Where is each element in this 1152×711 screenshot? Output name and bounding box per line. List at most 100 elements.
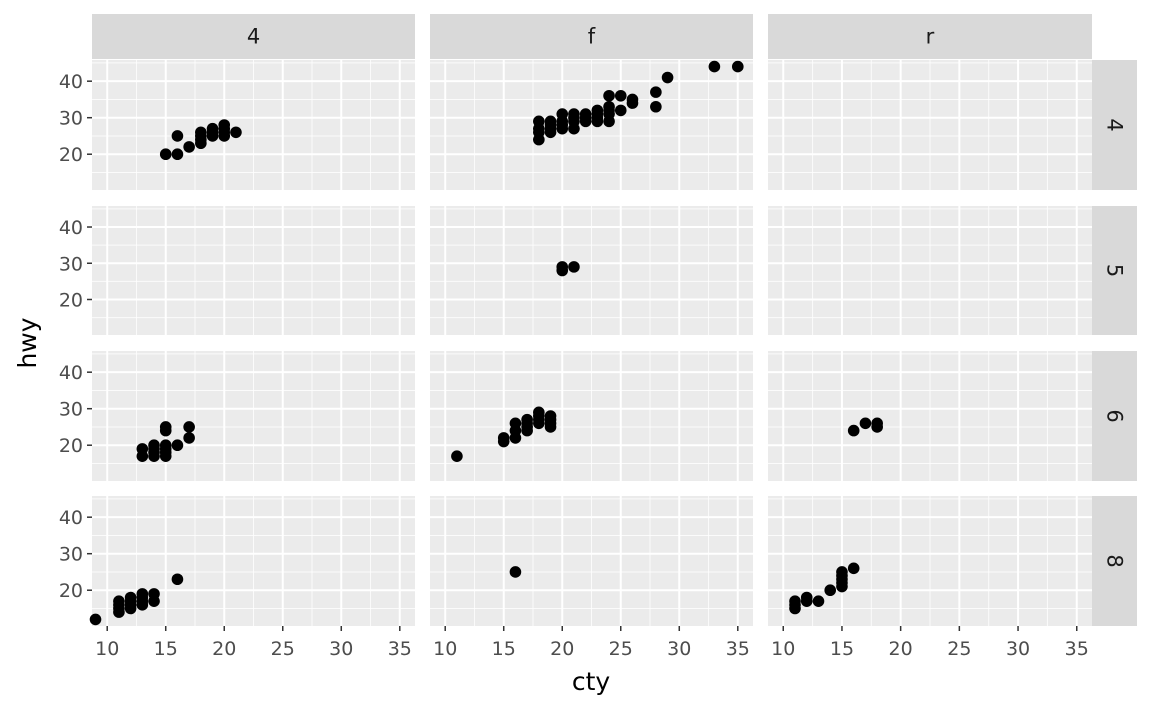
- column-strip-background: [430, 14, 753, 59]
- data-point: [626, 93, 639, 106]
- data-point: [159, 148, 172, 161]
- data-point: [556, 108, 569, 120]
- y-tick-label: 30: [59, 544, 83, 566]
- x-tick-label: 10: [771, 638, 795, 660]
- data-point: [171, 148, 184, 161]
- facet-panel-r-6: [768, 351, 1092, 481]
- data-point: [614, 104, 627, 117]
- x-tick-label: 35: [1065, 638, 1089, 660]
- data-point: [650, 86, 662, 98]
- data-point: [568, 108, 580, 120]
- data-point: [544, 115, 557, 128]
- data-point: [836, 566, 848, 578]
- data-point: [533, 406, 545, 419]
- facet-panel-r-5: [768, 206, 1092, 335]
- y-tick-label: 20: [59, 289, 83, 311]
- data-point: [206, 122, 219, 135]
- x-tick-label: 20: [550, 638, 574, 660]
- data-point: [812, 595, 825, 607]
- data-point: [556, 261, 569, 273]
- facet-panel-f-4: [430, 60, 753, 190]
- data-point: [183, 421, 195, 433]
- data-point: [89, 613, 102, 626]
- data-point: [171, 439, 184, 452]
- column-strip-background: [92, 14, 415, 59]
- data-point: [800, 591, 813, 604]
- x-tick-label: 25: [947, 638, 971, 660]
- column-strip-label: f: [588, 25, 596, 49]
- data-point: [218, 119, 231, 131]
- data-point: [124, 591, 137, 604]
- data-point: [859, 417, 872, 430]
- data-point: [533, 115, 545, 128]
- facet-panel-4-4: [92, 60, 415, 190]
- data-point: [230, 126, 242, 139]
- data-point: [136, 588, 149, 600]
- data-point: [509, 566, 522, 578]
- row-strip-label: 5: [1103, 264, 1127, 277]
- x-tick-label: 30: [667, 638, 691, 660]
- data-point: [451, 450, 463, 462]
- x-tick-label: 20: [889, 638, 913, 660]
- facet-panel-f-6: [430, 351, 753, 481]
- x-tick-label: 25: [271, 638, 295, 660]
- row-strip-background: [1092, 351, 1137, 481]
- x-tick-label: 30: [1006, 638, 1030, 660]
- x-axis-title: cty: [572, 667, 611, 696]
- x-tick-label: 15: [154, 638, 178, 660]
- row-strip-label: 6: [1103, 409, 1127, 422]
- y-tick-label: 40: [59, 217, 83, 239]
- data-point: [847, 562, 860, 575]
- data-point: [614, 89, 627, 102]
- x-tick-label: 10: [433, 638, 457, 660]
- y-tick-label: 30: [59, 399, 83, 421]
- facet-panel-4-5: [92, 206, 415, 335]
- y-tick-label: 20: [59, 580, 83, 602]
- y-tick-label: 20: [59, 435, 83, 457]
- data-point: [847, 424, 860, 437]
- row-strip-label: 8: [1103, 554, 1127, 567]
- facet-panel-f-5: [430, 206, 753, 335]
- row-strip-background: [1092, 496, 1137, 626]
- y-axis-title: hwy: [13, 317, 42, 368]
- x-tick-label: 25: [609, 638, 633, 660]
- data-point: [171, 130, 184, 142]
- data-point: [568, 261, 580, 273]
- data-point: [509, 417, 522, 430]
- y-tick-label: 40: [59, 71, 83, 93]
- data-point: [521, 413, 533, 426]
- row-strip-label: 4: [1103, 118, 1127, 131]
- data-point: [603, 89, 615, 102]
- data-point: [731, 60, 744, 73]
- y-tick-label: 30: [59, 108, 83, 130]
- data-point: [708, 60, 721, 73]
- y-tick-label: 30: [59, 253, 83, 275]
- x-tick-label: 30: [329, 638, 353, 660]
- data-point: [579, 108, 592, 120]
- data-point: [789, 595, 801, 607]
- column-strip-label: 4: [247, 25, 260, 49]
- x-tick-label: 35: [726, 638, 750, 660]
- y-tick-label: 40: [59, 362, 83, 384]
- data-point: [148, 439, 160, 452]
- data-point: [159, 421, 172, 433]
- y-tick-label: 40: [59, 507, 83, 529]
- data-point: [183, 141, 195, 153]
- facet-panel-r-4: [768, 60, 1092, 190]
- x-tick-label: 15: [830, 638, 854, 660]
- data-point: [650, 100, 662, 113]
- data-point: [871, 417, 883, 430]
- data-point: [171, 573, 184, 586]
- data-point: [661, 71, 674, 84]
- data-point: [148, 588, 160, 600]
- x-tick-label: 20: [212, 638, 236, 660]
- row-strip-background: [1092, 60, 1137, 190]
- data-point: [591, 104, 604, 117]
- y-tick-label: 20: [59, 144, 83, 166]
- data-point: [159, 439, 172, 452]
- data-point: [824, 584, 837, 597]
- x-tick-label: 10: [95, 638, 119, 660]
- column-strip-label: r: [926, 25, 935, 49]
- data-point: [183, 432, 195, 444]
